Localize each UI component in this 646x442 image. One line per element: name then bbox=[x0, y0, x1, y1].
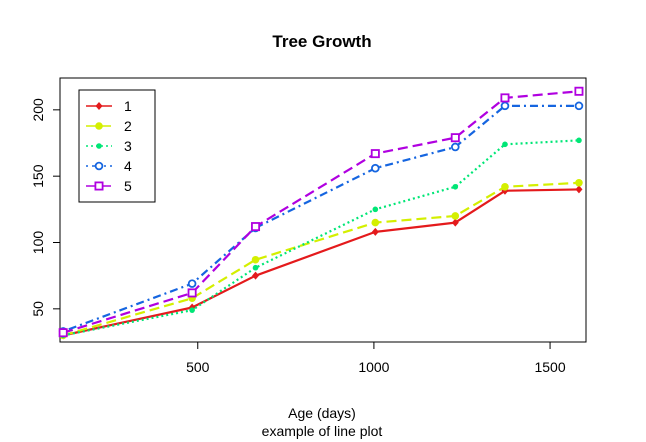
series-2 bbox=[59, 179, 583, 340]
legend-label-3: 3 bbox=[124, 138, 132, 154]
legend-marker-5 bbox=[94, 181, 104, 191]
legend-label-5: 5 bbox=[124, 178, 132, 194]
data-point bbox=[576, 137, 582, 144]
data-point bbox=[574, 101, 584, 111]
data-point bbox=[575, 179, 583, 187]
x-tick-label: 500 bbox=[186, 359, 210, 375]
series-line-2 bbox=[62, 181, 580, 337]
y-tick-label: 50 bbox=[30, 301, 46, 317]
data-point bbox=[451, 218, 459, 227]
data-point bbox=[189, 307, 195, 313]
chart-subtitle: example of line plot bbox=[262, 423, 383, 439]
data-point bbox=[450, 133, 460, 143]
chart-title: Tree Growth bbox=[272, 32, 371, 51]
series-1 bbox=[59, 185, 583, 340]
legend-marker-3 bbox=[96, 143, 102, 149]
data-point bbox=[252, 271, 260, 280]
data-point bbox=[370, 149, 380, 159]
data-point bbox=[251, 255, 260, 264]
legend-label-4: 4 bbox=[124, 158, 132, 174]
x-axis-label: Age (days) bbox=[288, 405, 356, 421]
data-point bbox=[251, 222, 261, 232]
legend-label-1: 1 bbox=[124, 98, 132, 114]
data-point bbox=[58, 328, 68, 338]
data-point bbox=[187, 279, 197, 288]
data-point bbox=[502, 141, 508, 148]
data-point bbox=[371, 163, 380, 173]
x-axis: 500 1000 1500 bbox=[186, 341, 566, 375]
y-tick-label: 100 bbox=[30, 231, 46, 255]
data-point bbox=[252, 264, 259, 271]
series-3 bbox=[60, 137, 582, 339]
data-point bbox=[500, 93, 510, 103]
data-point bbox=[371, 218, 380, 227]
data-point bbox=[500, 101, 510, 111]
data-point bbox=[501, 182, 509, 191]
legend-marker-4 bbox=[94, 161, 104, 171]
y-tick-label: 200 bbox=[30, 98, 46, 122]
legend-marker-1 bbox=[95, 102, 103, 110]
series-5 bbox=[58, 86, 584, 338]
legend-marker-2 bbox=[95, 122, 103, 130]
data-point bbox=[372, 206, 379, 213]
data-point bbox=[575, 185, 583, 194]
legend: 1 2 3 4 5 bbox=[78, 89, 156, 203]
x-tick-label: 1500 bbox=[534, 359, 565, 375]
series-layer bbox=[58, 86, 584, 340]
data-point bbox=[371, 227, 379, 236]
data-point bbox=[452, 183, 459, 190]
data-point bbox=[574, 86, 584, 96]
x-tick-label: 1000 bbox=[358, 359, 389, 375]
y-tick-label: 150 bbox=[30, 164, 46, 188]
y-axis: 50 100 150 200 bbox=[30, 98, 61, 317]
legend-label-2: 2 bbox=[124, 118, 132, 134]
data-point bbox=[450, 142, 460, 152]
data-point bbox=[451, 212, 460, 220]
data-point bbox=[187, 288, 197, 298]
